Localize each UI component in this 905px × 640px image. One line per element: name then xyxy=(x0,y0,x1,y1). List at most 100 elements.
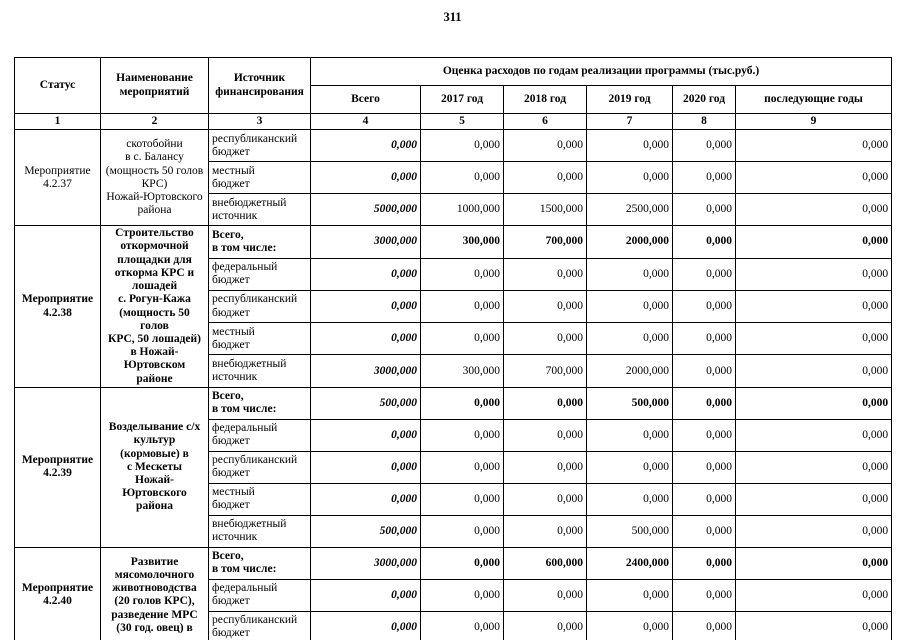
name-cell: Развитие мясомолочного животноводства (2… xyxy=(100,546,209,640)
table-row: местный бюджет 0,000 0,000 0,000 0,000 0,000 0… xyxy=(15,161,893,195)
value-cell: 3000,000 xyxy=(310,354,421,388)
value-cell: 0,000 xyxy=(586,450,673,484)
value-cell: 0,000 xyxy=(672,610,736,640)
value-cell: 0,000 xyxy=(734,354,893,388)
table-row: Мероприятие 4.2.37 скотобойни в с. Баланс… xyxy=(14,129,893,227)
value-cell: 0,000 xyxy=(672,546,736,580)
value-cell: 0,000 xyxy=(420,257,504,291)
header-year-next: последующие годы xyxy=(734,85,893,114)
table-body: Мероприятие 4.2.37 скотобойни в с. Баланс… xyxy=(14,129,893,640)
value-cell: 0,000 xyxy=(672,578,736,612)
column-number: 8 xyxy=(672,112,736,131)
value-cell: 0,000 xyxy=(586,161,673,195)
value-cell: 0,000 xyxy=(310,450,421,484)
value-cell: 0,000 xyxy=(734,289,893,324)
value-cell: 0,000 xyxy=(503,418,587,452)
value-cell: 5000,000 xyxy=(310,193,421,227)
value-cell: 0,000 xyxy=(586,289,673,324)
value-cell: 0,000 xyxy=(586,322,673,356)
source-cell: республиканский бюджет xyxy=(208,450,311,484)
value-cell: 500,000 xyxy=(586,514,673,548)
status-cell: Мероприятие 4.2.40 xyxy=(14,546,101,640)
value-cell: 2400,000 xyxy=(586,546,673,580)
header-year-2019: 2019 год xyxy=(586,85,673,114)
value-cell: 0,000 xyxy=(310,610,421,640)
value-cell: 0,000 xyxy=(734,610,893,640)
name-cell: Строительство откормочной площадки для о… xyxy=(100,225,209,388)
value-cell: 0,000 xyxy=(586,257,673,291)
value-cell: 300,000 xyxy=(420,354,504,388)
value-cell: 0,000 xyxy=(420,514,504,548)
budget-table: Статус Наименование мероприятий Источник… xyxy=(14,57,893,640)
table-row: республиканский бюджет 0,000 0,000 0,000 0,0… xyxy=(15,610,893,640)
value-cell: 0,000 xyxy=(420,610,504,640)
value-cell: 0,000 xyxy=(734,322,893,356)
value-cell: 1500,000 xyxy=(503,193,587,227)
value-cell: 0,000 xyxy=(672,257,736,291)
value-cell: 0,000 xyxy=(586,418,673,452)
source-cell: Всего, в том числе: xyxy=(208,225,311,259)
source-cell: республиканский бюджет xyxy=(208,129,311,163)
value-cell: 0,000 xyxy=(310,418,421,452)
value-cell: 0,000 xyxy=(672,322,736,356)
table-row: республиканский бюджет 0,000 0,000 0,000 0,0… xyxy=(15,289,893,324)
value-cell: 0,000 xyxy=(672,482,736,516)
header-estimate: Оценка расходов по годам реализации прог… xyxy=(309,57,893,86)
value-cell: 0,000 xyxy=(420,289,504,324)
value-cell: 0,000 xyxy=(503,610,587,640)
status-cell: Мероприятие 4.2.39 xyxy=(14,386,101,548)
value-cell: 3000,000 xyxy=(310,225,421,259)
column-number: 6 xyxy=(503,112,587,131)
value-cell: 0,000 xyxy=(310,129,421,163)
value-cell: 0,000 xyxy=(503,129,587,163)
value-cell: 0,000 xyxy=(503,386,587,420)
value-cell: 0,000 xyxy=(503,322,587,356)
value-cell: 0,000 xyxy=(672,514,736,548)
value-cell: 0,000 xyxy=(420,322,504,356)
source-cell: внебюджетный источник xyxy=(208,354,311,388)
value-cell: 0,000 xyxy=(310,161,421,195)
header-year-total: Всего xyxy=(310,85,421,114)
value-cell: 500,000 xyxy=(310,514,421,548)
value-cell: 0,000 xyxy=(734,450,893,484)
value-cell: 0,000 xyxy=(586,578,673,612)
value-cell: 2500,000 xyxy=(586,193,673,227)
table-row: федеральный бюджет 0,000 0,000 0,000 0,000 0,… xyxy=(15,257,893,291)
value-cell: 700,000 xyxy=(503,225,587,259)
name-cell: Возделывание с/х культур (кормовые) в с … xyxy=(100,386,209,548)
name-cell: скотобойни в с. Балансу (мощность 50 гол… xyxy=(100,129,209,227)
value-cell: 0,000 xyxy=(734,514,893,548)
table-row: федеральный бюджет 0,000 0,000 0,000 0,000 0,… xyxy=(15,578,893,612)
value-cell: 0,000 xyxy=(310,289,421,324)
value-cell: 500,000 xyxy=(586,386,673,420)
value-cell: 2000,000 xyxy=(586,354,673,388)
column-number: 2 xyxy=(100,112,209,131)
value-cell: 0,000 xyxy=(310,482,421,516)
source-cell: республиканский бюджет xyxy=(208,610,311,640)
value-cell: 300,000 xyxy=(420,225,504,259)
source-cell: местный бюджет xyxy=(208,161,311,195)
header-year-2020: 2020 год xyxy=(672,85,736,114)
value-cell: 0,000 xyxy=(734,482,893,516)
value-cell: 0,000 xyxy=(503,514,587,548)
value-cell: 0,000 xyxy=(420,386,504,420)
source-cell: внебюджетный источник xyxy=(208,514,311,548)
source-cell: местный бюджет xyxy=(208,322,311,356)
value-cell: 0,000 xyxy=(672,129,736,163)
value-cell: 0,000 xyxy=(734,386,893,420)
value-cell: 0,000 xyxy=(503,482,587,516)
value-cell: 0,000 xyxy=(586,129,673,163)
value-cell: 0,000 xyxy=(503,450,587,484)
value-cell: 0,000 xyxy=(734,546,893,580)
column-number: 4 xyxy=(310,112,421,131)
value-cell: 0,000 xyxy=(503,289,587,324)
value-cell: 0,000 xyxy=(503,257,587,291)
value-cell: 1000,000 xyxy=(420,193,504,227)
value-cell: 0,000 xyxy=(672,225,736,259)
value-cell: 0,000 xyxy=(586,482,673,516)
value-cell: 0,000 xyxy=(672,418,736,452)
source-cell: внебюджетный источник xyxy=(208,193,311,227)
table-row: внебюджетный источник 5000,000 1000,000 150… xyxy=(15,193,893,227)
value-cell: 0,000 xyxy=(672,450,736,484)
status-cell: Мероприятие 4.2.37 xyxy=(14,129,101,227)
